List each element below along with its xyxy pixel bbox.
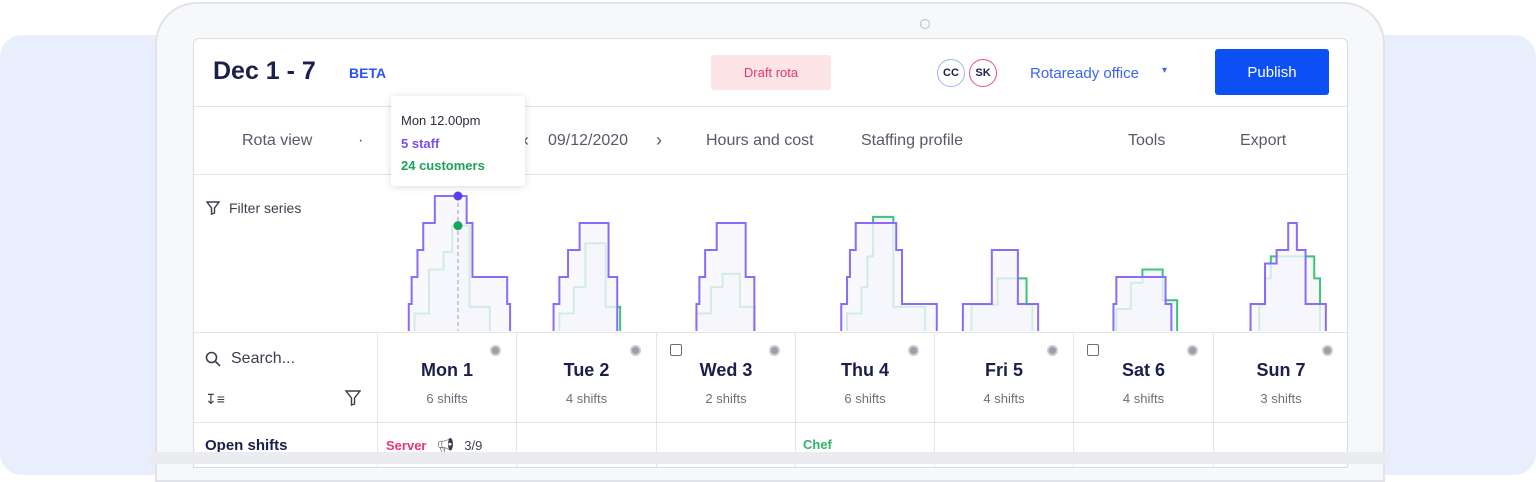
avatar-cc[interactable]: CC [937,59,965,87]
search-icon [205,351,221,367]
open-shift-cell[interactable] [934,422,1073,467]
staff-series-day-7[interactable] [1249,222,1327,331]
open-shift-cell[interactable] [516,422,656,467]
open-shift-server[interactable]: Server 📢︎ 3/9 [386,437,482,454]
divider [194,422,1347,423]
day-name: Sun 7 [1256,360,1306,380]
day-header[interactable]: Wed 3 2 shifts [656,332,795,467]
filter-series-button[interactable]: Filter series [206,200,301,216]
day-header[interactable]: Sun 7 3 shifts [1213,332,1347,467]
tab-rota-view[interactable]: Rota view [242,132,313,149]
divider [194,174,1347,175]
search-placeholder: Search... [231,350,296,367]
status-badge: Draft rota [711,55,831,90]
tab-hours-and-cost[interactable]: Hours and cost [706,132,814,149]
tooltip-staff: 5 staff [401,135,440,151]
day-shift-count: 4 shifts [983,391,1025,406]
tools-menu[interactable]: Tools [1128,132,1166,149]
staff-series-day-6[interactable] [1112,276,1173,331]
open-shift-cell[interactable] [1073,422,1213,467]
page-title: Dec 1 - 7 [213,57,316,85]
day-shift-count: 2 shifts [705,391,747,406]
filter-icon[interactable] [345,390,361,406]
open-shift-cell[interactable] [1213,422,1347,467]
day-shift-count: 6 shifts [844,391,886,406]
location-selector[interactable]: Rotaready office [1030,65,1139,82]
filter-icon [206,201,220,215]
calendar-icon[interactable] [1087,344,1099,356]
open-shift-chef[interactable]: Chef [803,437,832,452]
chevron-down-icon[interactable]: ▾ [1162,65,1168,76]
tooltip-time: Mon 12.00pm [401,113,481,128]
day-name: Tue 2 [563,360,610,380]
shift-role: Server [386,438,427,453]
day-header[interactable]: Tue 2 4 shifts [516,332,656,467]
open-shifts-label: Open shifts [205,437,288,454]
day-header[interactable]: Thu 4 6 shifts [795,332,934,467]
gear-icon[interactable] [630,345,641,356]
sort-icon[interactable]: ↧≡ [205,391,225,407]
open-shift-cell[interactable] [656,422,795,467]
day-name: Mon 1 [421,360,473,380]
avatar-sk[interactable]: SK [969,59,997,87]
open-shift-cell[interactable] [795,422,934,467]
day-name: Thu 4 [841,360,889,380]
staff-series-day-2[interactable] [552,222,619,331]
day-shift-count: 4 shifts [1122,391,1165,406]
gear-icon[interactable] [1047,345,1058,356]
shift-count: 3/9 [464,438,483,453]
day-name: Wed 3 [699,360,753,380]
staff-series-day-5[interactable] [961,249,1040,331]
day-name: Sat 6 [1121,360,1166,380]
laptop-base [150,452,1390,464]
nav-separator: · [358,132,364,149]
publish-button[interactable]: Publish [1215,49,1329,95]
day-name: Fri 5 [984,360,1023,380]
megaphone-icon: 📢︎ [436,437,455,453]
chart-tooltip: Mon 12.00pm 5 staff 24 customers [391,96,525,186]
day-header[interactable]: Sat 6 4 shifts [1073,332,1213,467]
gear-icon[interactable] [1322,345,1333,356]
gear-icon[interactable] [908,345,919,356]
day-shift-count: 3 shifts [1260,391,1302,406]
day-shift-count: 4 shifts [565,391,608,406]
search-input[interactable]: Search... [205,350,295,368]
next-week-button[interactable]: › [656,130,662,150]
staff-series-day-4[interactable] [840,222,938,331]
calendar-icon[interactable] [670,344,682,356]
divider [194,106,1347,107]
gear-icon[interactable] [1187,345,1198,356]
open-shift-cell[interactable] [377,422,516,467]
prev-week-button[interactable]: ‹ [523,130,529,150]
staff-series-day-1[interactable] [407,195,512,331]
app-screen: Dec 1 - 7 BETA Draft rota CC SK Rotaread… [193,38,1348,468]
staffing-chart [407,191,1327,331]
staff-hover-point [453,191,463,201]
customers-hover-point [453,221,463,231]
gear-icon[interactable] [769,345,780,356]
export-menu[interactable]: Export [1240,132,1287,149]
beta-badge: BETA [349,65,387,81]
date-picker[interactable]: 09/12/2020 [548,132,629,149]
tooltip-customers: 24 customers [401,158,485,173]
filter-series-label: Filter series [229,200,302,216]
staff-series-day-3[interactable] [695,222,756,331]
day-shift-count: 6 shifts [426,391,468,406]
gear-icon[interactable] [490,345,501,356]
day-header[interactable]: Mon 1 6 shifts [377,332,516,467]
tab-staffing-profile[interactable]: Staffing profile [861,132,963,149]
divider [194,332,1347,333]
camera-icon [920,19,930,29]
day-header[interactable]: Fri 5 4 shifts [934,332,1073,467]
